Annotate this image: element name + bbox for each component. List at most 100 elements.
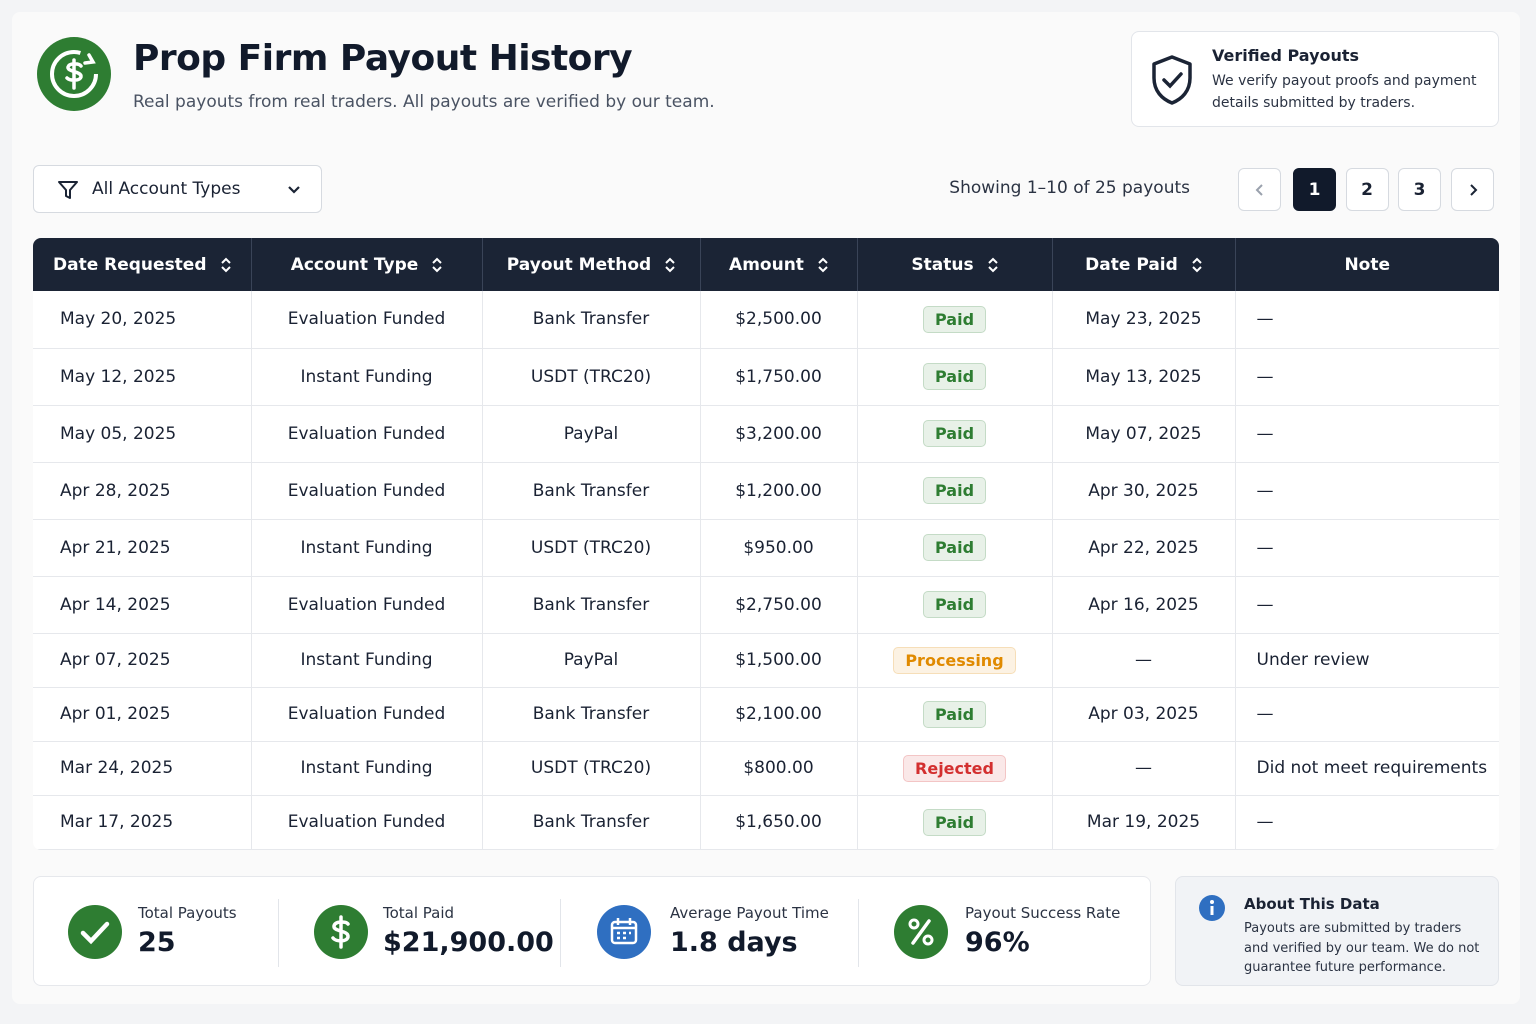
status-badge: Paid — [922, 363, 987, 390]
table-cell: May 13, 2025 — [1052, 348, 1236, 406]
verified-box: Verified Payouts We verify payout proofs… — [1131, 31, 1499, 127]
cell-text: $1,500.00 — [735, 650, 822, 670]
table-cell: Apr 21, 2025 — [33, 519, 252, 577]
cell-text: $3,200.00 — [735, 423, 822, 444]
about-title: About This Data — [1244, 895, 1380, 913]
chevron-down — [288, 186, 300, 194]
page-button[interactable]: 3 — [1398, 168, 1441, 211]
status-badge: Processing — [893, 646, 1016, 674]
status-badge: Paid — [922, 305, 987, 333]
table-cell: — — [1235, 348, 1499, 406]
column-header[interactable]: Status — [857, 238, 1053, 291]
cell-text: Under review — [1256, 650, 1370, 670]
cell-text: May 23, 2025 — [1085, 309, 1202, 330]
cell-text: Mar 17, 2025 — [60, 812, 174, 832]
prev-page[interactable] — [1238, 168, 1281, 211]
table-cell: $1,200.00 — [700, 462, 858, 520]
status-badge: Paid — [922, 700, 987, 728]
about-text: Payouts are submitted by traders and ver… — [1244, 921, 1480, 975]
cell-text: Instant Funding — [300, 758, 433, 778]
table-row: Apr 21, 2025 Instant Funding USDT (TRC20) $… — [33, 519, 1499, 577]
account-filter[interactable]: All Account Types — [33, 165, 322, 213]
cell-text: $2,100.00 — [735, 704, 822, 724]
table-row: Mar 17, 2025 Evaluation Funded Bank Transf… — [33, 795, 1499, 850]
table-cell: Instant Funding — [251, 348, 483, 406]
table-cell: $2,100.00 — [700, 687, 858, 742]
stat-value: 96% — [965, 927, 1030, 958]
cell-text: May 05, 2025 — [60, 423, 177, 444]
info-icon — [1199, 895, 1225, 921]
sort-icon — [220, 257, 231, 272]
cell-text: USDT (TRC20) — [530, 366, 652, 387]
table-cell: $950.00 — [700, 519, 858, 577]
cell-text: Evaluation Funded — [287, 309, 446, 330]
table-row: May 20, 2025 Evaluation Funded Bank Transf… — [33, 291, 1499, 349]
cell-text: Apr 22, 2025 — [1088, 537, 1199, 558]
page-button[interactable]: 1 — [1293, 168, 1336, 211]
status-badge: Paid — [922, 591, 987, 618]
chevron-left — [1255, 183, 1263, 196]
stat-label: Total Paid — [383, 904, 455, 922]
column-header[interactable]: Payout Method — [482, 238, 701, 291]
table-cell: Evaluation Funded — [251, 291, 483, 349]
table-cell: Apr 28, 2025 — [33, 462, 252, 520]
table-cell: Mar 19, 2025 — [1052, 795, 1236, 850]
cell-text: — — [1256, 704, 1274, 724]
next-page[interactable] — [1451, 168, 1494, 211]
header-row: Date Requested Account Type Payout Method A… — [33, 238, 1499, 291]
table-cell: Apr 22, 2025 — [1052, 519, 1236, 577]
cell-text: USDT (TRC20) — [530, 758, 652, 778]
table-cell: USDT (TRC20) — [482, 348, 701, 406]
cell-text: $2,750.00 — [735, 594, 822, 615]
cell-text: Did not meet requirements — [1256, 758, 1488, 778]
table-cell: PayPal — [482, 633, 701, 688]
table-cell: — — [1052, 633, 1236, 688]
column-label: Date Requested — [52, 254, 207, 275]
page-button[interactable]: 2 — [1345, 168, 1389, 211]
stat-label: Average Payout Time — [670, 904, 829, 922]
verified-text: We verify payout proofs and payment deta… — [1212, 73, 1477, 111]
cell-text: — — [1256, 423, 1274, 444]
status-badge: Paid — [922, 534, 987, 561]
cell-text: Apr 28, 2025 — [60, 480, 171, 501]
table-cell: Rejected — [857, 741, 1053, 796]
table-cell: Paid — [857, 795, 1053, 850]
cell-text: $950.00 — [743, 537, 814, 558]
cell-text: Evaluation Funded — [287, 480, 446, 501]
table-cell: $2,500.00 — [700, 291, 858, 349]
filter-label: All Account Types — [92, 179, 241, 199]
table-cell: Evaluation Funded — [251, 576, 483, 634]
chevron-right — [1469, 183, 1477, 196]
column-header: Note — [1235, 238, 1499, 291]
table-cell: Instant Funding — [251, 741, 483, 796]
table-cell: Apr 30, 2025 — [1052, 462, 1236, 520]
table-cell: May 07, 2025 — [1052, 405, 1236, 463]
cell-text: $1,750.00 — [735, 366, 822, 387]
cell-text: $800.00 — [743, 758, 814, 778]
column-header[interactable]: Date Requested — [33, 238, 252, 291]
column-header[interactable]: Date Paid — [1052, 238, 1236, 291]
table-cell: Mar 17, 2025 — [33, 795, 252, 850]
cell-text: PayPal — [563, 650, 619, 670]
cell-text: — — [1256, 594, 1274, 615]
stat-label: Total Payouts — [138, 904, 237, 922]
table-cell: Paid — [857, 687, 1053, 742]
sort-icon — [987, 257, 998, 272]
cell-text: — — [1135, 650, 1152, 670]
status-badge: Paid — [922, 808, 987, 836]
cell-text: Mar 24, 2025 — [60, 758, 174, 778]
table-cell: Paid — [857, 519, 1053, 577]
table-row: Apr 28, 2025 Evaluation Funded Bank Transf… — [33, 462, 1499, 520]
status-badge: Rejected — [903, 754, 1006, 782]
logo-icon — [37, 37, 111, 111]
cell-text: Apr 14, 2025 — [60, 594, 171, 615]
cell-text: Apr 07, 2025 — [60, 650, 171, 670]
page-subtitle: Real payouts from real traders. All payo… — [133, 92, 715, 112]
table-cell: Apr 16, 2025 — [1052, 576, 1236, 634]
cell-text: $1,650.00 — [735, 812, 822, 832]
cell-text: Evaluation Funded — [287, 423, 446, 444]
cell-text: May 07, 2025 — [1085, 423, 1202, 444]
column-header[interactable]: Account Type — [251, 238, 483, 291]
column-header[interactable]: Amount — [700, 238, 858, 291]
